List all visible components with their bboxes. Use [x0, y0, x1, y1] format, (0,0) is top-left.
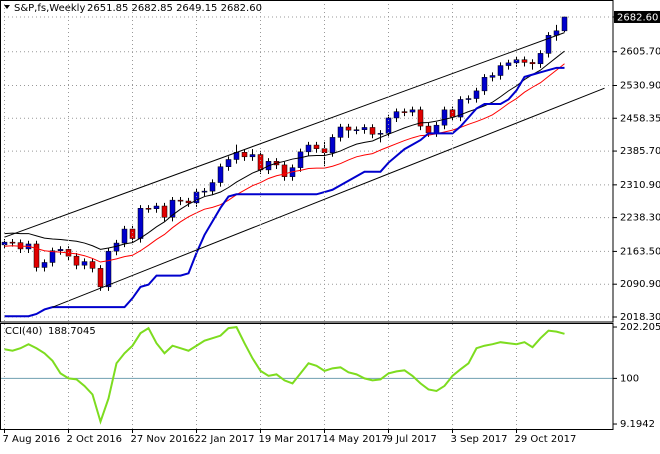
candle-body	[489, 75, 496, 78]
y-tick-label: 2385.70	[620, 146, 660, 157]
candle-body	[393, 111, 400, 119]
candle-body	[281, 164, 288, 177]
y-tick-label: 2458.35	[620, 113, 660, 124]
candle-body	[337, 126, 344, 138]
candle-body	[121, 228, 128, 244]
candle-body	[561, 16, 568, 32]
candle-body	[145, 208, 152, 210]
candle-body	[41, 262, 48, 268]
candle-body	[105, 250, 112, 288]
candle-body	[81, 261, 88, 266]
y-tick-label: 2090.90	[620, 279, 660, 290]
candle-body	[529, 62, 536, 65]
candle-body	[545, 35, 552, 54]
candle-body	[481, 77, 488, 92]
ohlc-header: 2651.85 2682.85 2649.15 2682.60	[87, 3, 262, 14]
candle-body	[369, 127, 376, 135]
candle-body	[433, 124, 440, 134]
candle-body	[217, 166, 224, 183]
candle-body	[385, 117, 392, 134]
candle-body	[457, 99, 464, 118]
candle-body	[521, 59, 528, 63]
candle-body	[209, 182, 216, 192]
candle-body	[225, 159, 232, 167]
y-tick-label: 2310.90	[620, 180, 660, 191]
x-tick-label: 27 Nov 2016	[131, 434, 195, 445]
candle-body	[33, 243, 40, 268]
candle-body	[129, 228, 136, 239]
indicator-line	[4, 66, 565, 318]
candle-body	[401, 111, 408, 113]
candle-body	[425, 125, 432, 134]
candle-body	[177, 199, 184, 202]
candle-body	[409, 109, 416, 113]
candle-body	[249, 154, 256, 158]
x-tick-label: 9 Jul 2017	[387, 434, 437, 445]
cci-current: 188.7045	[48, 326, 96, 337]
candle-body	[169, 199, 176, 218]
cci-frame	[0, 323, 614, 430]
candle-body	[361, 127, 368, 130]
candle-body	[89, 261, 96, 269]
cci-title: CCI(40)	[5, 326, 43, 337]
x-tick-label: 22 Jan 2017	[195, 434, 255, 445]
y-tick-label: 2018.30	[620, 312, 660, 323]
x-tick-label: 14 May 2017	[323, 434, 388, 445]
candle-body	[73, 255, 80, 266]
y-tick-label: 2163.50	[620, 246, 660, 257]
x-tick-label: 29 Oct 2017	[515, 434, 577, 445]
candle-body	[353, 129, 360, 131]
trend-line	[52, 87, 605, 308]
candle-body	[449, 109, 456, 118]
panel	[0, 326, 613, 425]
candle-body	[473, 90, 480, 99]
candle-body	[417, 109, 424, 127]
candle-body	[153, 205, 160, 209]
y-tick-label: 202.2059	[620, 322, 660, 333]
candle-body	[465, 98, 472, 100]
candle-body	[305, 144, 312, 153]
trend-line	[4, 32, 565, 238]
candle-body	[9, 241, 16, 244]
candle-body	[97, 268, 104, 288]
candle-body	[537, 53, 544, 65]
y-tick-label: 2605.70	[620, 47, 660, 58]
x-tick-label: 3 Sep 2017	[451, 434, 508, 445]
candle-body	[297, 151, 304, 168]
candle-body	[505, 62, 512, 66]
candle-body	[497, 65, 504, 76]
current-price-box	[614, 10, 660, 23]
candle-body	[345, 126, 352, 131]
menu-icon	[4, 5, 10, 9]
candle-body	[161, 205, 168, 218]
candle-body	[185, 200, 192, 204]
x-tick-label: 2 Oct 2016	[67, 434, 122, 445]
indicator-line	[4, 63, 565, 263]
candle-body	[57, 249, 64, 251]
candle-body	[137, 208, 144, 239]
indicator-line	[4, 50, 565, 250]
x-tick-label: 7 Aug 2016	[3, 434, 61, 445]
y-tick-label: 2530.90	[620, 80, 660, 91]
main-frame	[0, 0, 614, 323]
y-tick-label: 9.1942	[620, 419, 655, 430]
candle-body	[329, 137, 336, 153]
candle-body	[441, 109, 448, 126]
candle-body	[201, 190, 208, 193]
chart-title: S&P,fs,Weekly	[14, 3, 85, 14]
y-tick-label: 2682.60	[617, 12, 658, 23]
y-tick-label: 2238.30	[620, 213, 660, 224]
candle-body	[513, 59, 520, 64]
candle-body	[313, 144, 320, 149]
candle-body	[49, 250, 56, 263]
x-tick-label: 19 Mar 2017	[259, 434, 322, 445]
candle-body	[377, 133, 384, 135]
y-tick-label: 100	[620, 373, 639, 384]
candle-body	[241, 152, 248, 158]
panel	[0, 16, 613, 318]
cci-line	[4, 326, 565, 425]
